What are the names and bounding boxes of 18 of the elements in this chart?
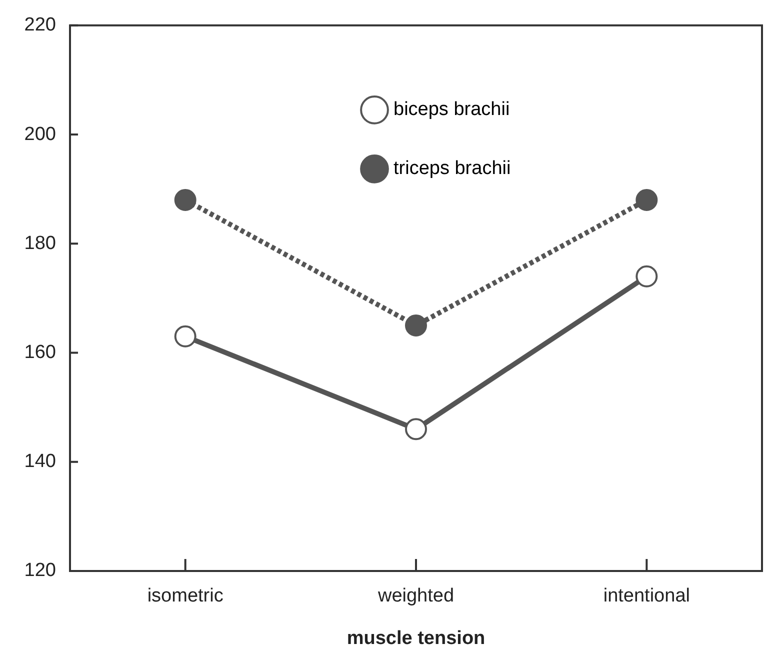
point [636, 265, 658, 288]
point [405, 418, 427, 440]
y-tick-label: 200 [24, 124, 56, 145]
y-tick-label: 180 [24, 232, 56, 254]
point [174, 325, 196, 348]
point [174, 188, 196, 211]
legend-label: biceps brachii [394, 99, 510, 120]
x-tick-label: weighted [376, 586, 454, 607]
x-tick-label: isometric [147, 586, 224, 607]
y-tick-label: 160 [24, 342, 56, 363]
point [405, 314, 427, 336]
y-tick-label: 140 [24, 451, 56, 472]
point [636, 188, 658, 211]
legend-label: triceps brachii [394, 158, 511, 180]
x-axis-title: muscle tension [346, 628, 486, 649]
y-tick-label: 120 [24, 560, 56, 582]
x-tick-label: intentional [603, 586, 690, 607]
y-tick-label: 220 [24, 14, 56, 36]
